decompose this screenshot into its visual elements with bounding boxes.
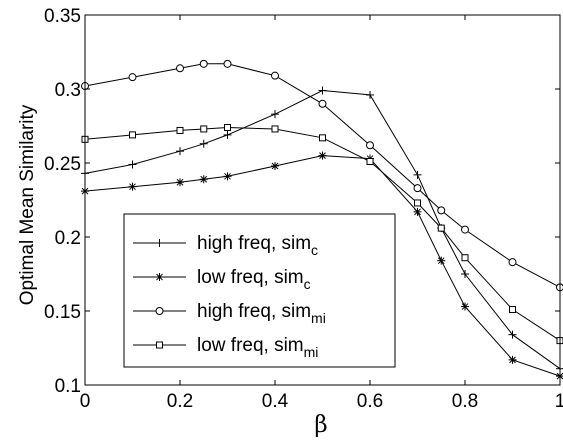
series-1-point	[318, 86, 327, 95]
series-2-point	[176, 178, 184, 187]
series-4-point	[414, 199, 421, 207]
legend-label: low freq, simmi	[197, 335, 318, 360]
series-3-point	[318, 99, 327, 108]
series-1-point	[176, 147, 184, 156]
legend-entry: low freq, simc	[133, 267, 311, 292]
series-2-point	[413, 207, 422, 216]
series-3-point	[508, 258, 517, 267]
y-tick-label: 0.35	[44, 6, 81, 27]
series-4-point	[461, 254, 469, 262]
legend-marker	[155, 273, 164, 281]
series-4-point	[366, 158, 374, 166]
x-tick-label: 0	[80, 391, 91, 412]
y-tick-label: 0.2	[55, 228, 81, 249]
series-3-point	[128, 73, 137, 82]
x-tick-label: 1	[555, 391, 563, 412]
series-2-point	[461, 302, 469, 311]
y-tick-label: 0.1	[55, 376, 81, 397]
legend-box	[123, 213, 396, 368]
series-2-point	[437, 256, 446, 265]
series-1-point	[199, 139, 208, 148]
series-3-point	[199, 59, 208, 68]
legend-marker	[155, 239, 164, 247]
axes-layer: 0 0.2 0.4 0.6 0.8 1 0.1 0.15 0.2 0.25 0.3 0.35	[44, 6, 563, 412]
series-1-point	[271, 110, 279, 119]
legend: high freq, simc low freq, simc high freq, …	[123, 213, 396, 368]
legend-items: high freq, simc low freq, simc high freq, …	[133, 233, 326, 360]
series-1-point	[366, 90, 374, 99]
y-axis-label: Optimal Mean Similarity	[17, 104, 38, 305]
x-axis-label: β	[314, 412, 327, 438]
legend-marker	[155, 307, 164, 315]
y-tick-label: 0.3	[55, 80, 81, 101]
legend-entry: high freq, simc	[133, 233, 318, 258]
series-1-point	[508, 330, 517, 339]
legend-label: high freq, simmi	[197, 301, 326, 326]
series-2-point	[223, 172, 232, 181]
series-3-point	[176, 64, 184, 73]
series-3-point	[413, 184, 422, 193]
legend-marker	[156, 341, 163, 349]
series-1-point	[223, 130, 232, 139]
series-3-point	[271, 71, 279, 80]
series-3-point	[461, 225, 469, 234]
series-4-point	[319, 134, 326, 142]
series-2-point	[271, 161, 279, 170]
x-tick-label: 0.6	[357, 391, 383, 412]
series-1-point	[461, 270, 469, 278]
series-4-point	[129, 131, 136, 139]
x-tick-label: 0.2	[167, 391, 193, 412]
series-1-point	[413, 170, 422, 179]
series-3-point	[437, 206, 446, 215]
series-4-point	[437, 224, 445, 232]
legend-entry: low freq, simmi	[133, 335, 318, 360]
series-2-point	[128, 182, 137, 191]
series-4-point	[271, 125, 279, 133]
series-1-point	[128, 160, 137, 169]
series-2-point	[318, 151, 327, 160]
y-tick-label: 0.25	[44, 154, 81, 175]
series-2-point	[199, 175, 208, 184]
x-tick-label: 0.4	[262, 391, 289, 412]
series-4-point	[200, 125, 208, 133]
x-tick-label: 0.8	[452, 391, 478, 412]
legend-label: low freq, simc	[197, 267, 311, 292]
legend-entry: high freq, simmi	[133, 301, 326, 326]
series-3-point	[223, 59, 232, 68]
series-4-point	[176, 126, 184, 134]
series-3-point	[366, 141, 374, 150]
series-4-point	[509, 306, 516, 314]
plot-frame	[84, 14, 561, 386]
legend-label: high freq, simc	[197, 233, 318, 258]
series-2-point	[508, 355, 517, 364]
y-tick-label: 0.15	[44, 302, 81, 323]
series-4-point	[224, 123, 231, 131]
